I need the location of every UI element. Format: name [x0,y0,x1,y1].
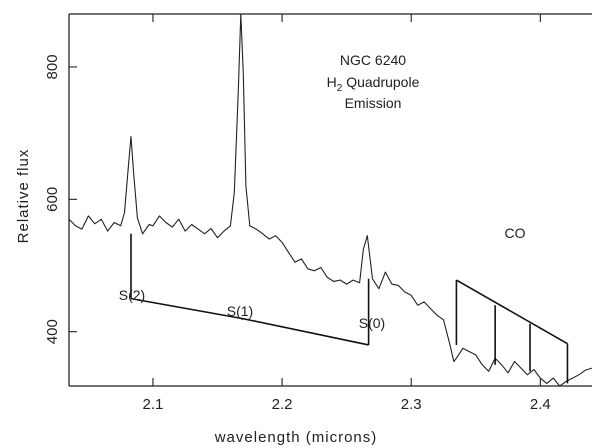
x-tick-label: 2.3 [401,396,422,413]
title-species: H2 Quadrupole [327,74,420,94]
x-tick-label: 2.1 [143,396,164,413]
co-bracket-connector [456,279,568,345]
title-object: NGC 6240 [340,52,406,68]
y-tick-label: 400 [44,319,61,344]
y-axis-label: Relative flux [15,149,32,244]
line-markers: S(2) S(1) S(0) CO [119,225,569,384]
axis-ticks: 2.1 2.2 2.3 2.4 400 600 800 [44,14,551,413]
co-label: CO [505,225,526,241]
plot-frame [68,13,592,387]
h2-bracket-connector [241,317,369,346]
h2-line-label: S(1) [227,303,253,319]
plot-title-block: NGC 6240 H2 Quadrupole Emission [327,52,420,111]
y-tick-label: 800 [44,54,61,79]
x-axis-label: wavelength (microns) [214,429,378,446]
spectrum-line [68,13,592,387]
title-emission: Emission [345,95,402,111]
x-tick-label: 2.4 [530,396,551,413]
x-tick-label: 2.2 [272,396,293,413]
h2-line-label: S(0) [359,315,385,331]
h2-bracket-connector [130,297,243,320]
h2-line-label: S(2) [119,287,145,303]
y-tick-label: 600 [44,187,61,212]
